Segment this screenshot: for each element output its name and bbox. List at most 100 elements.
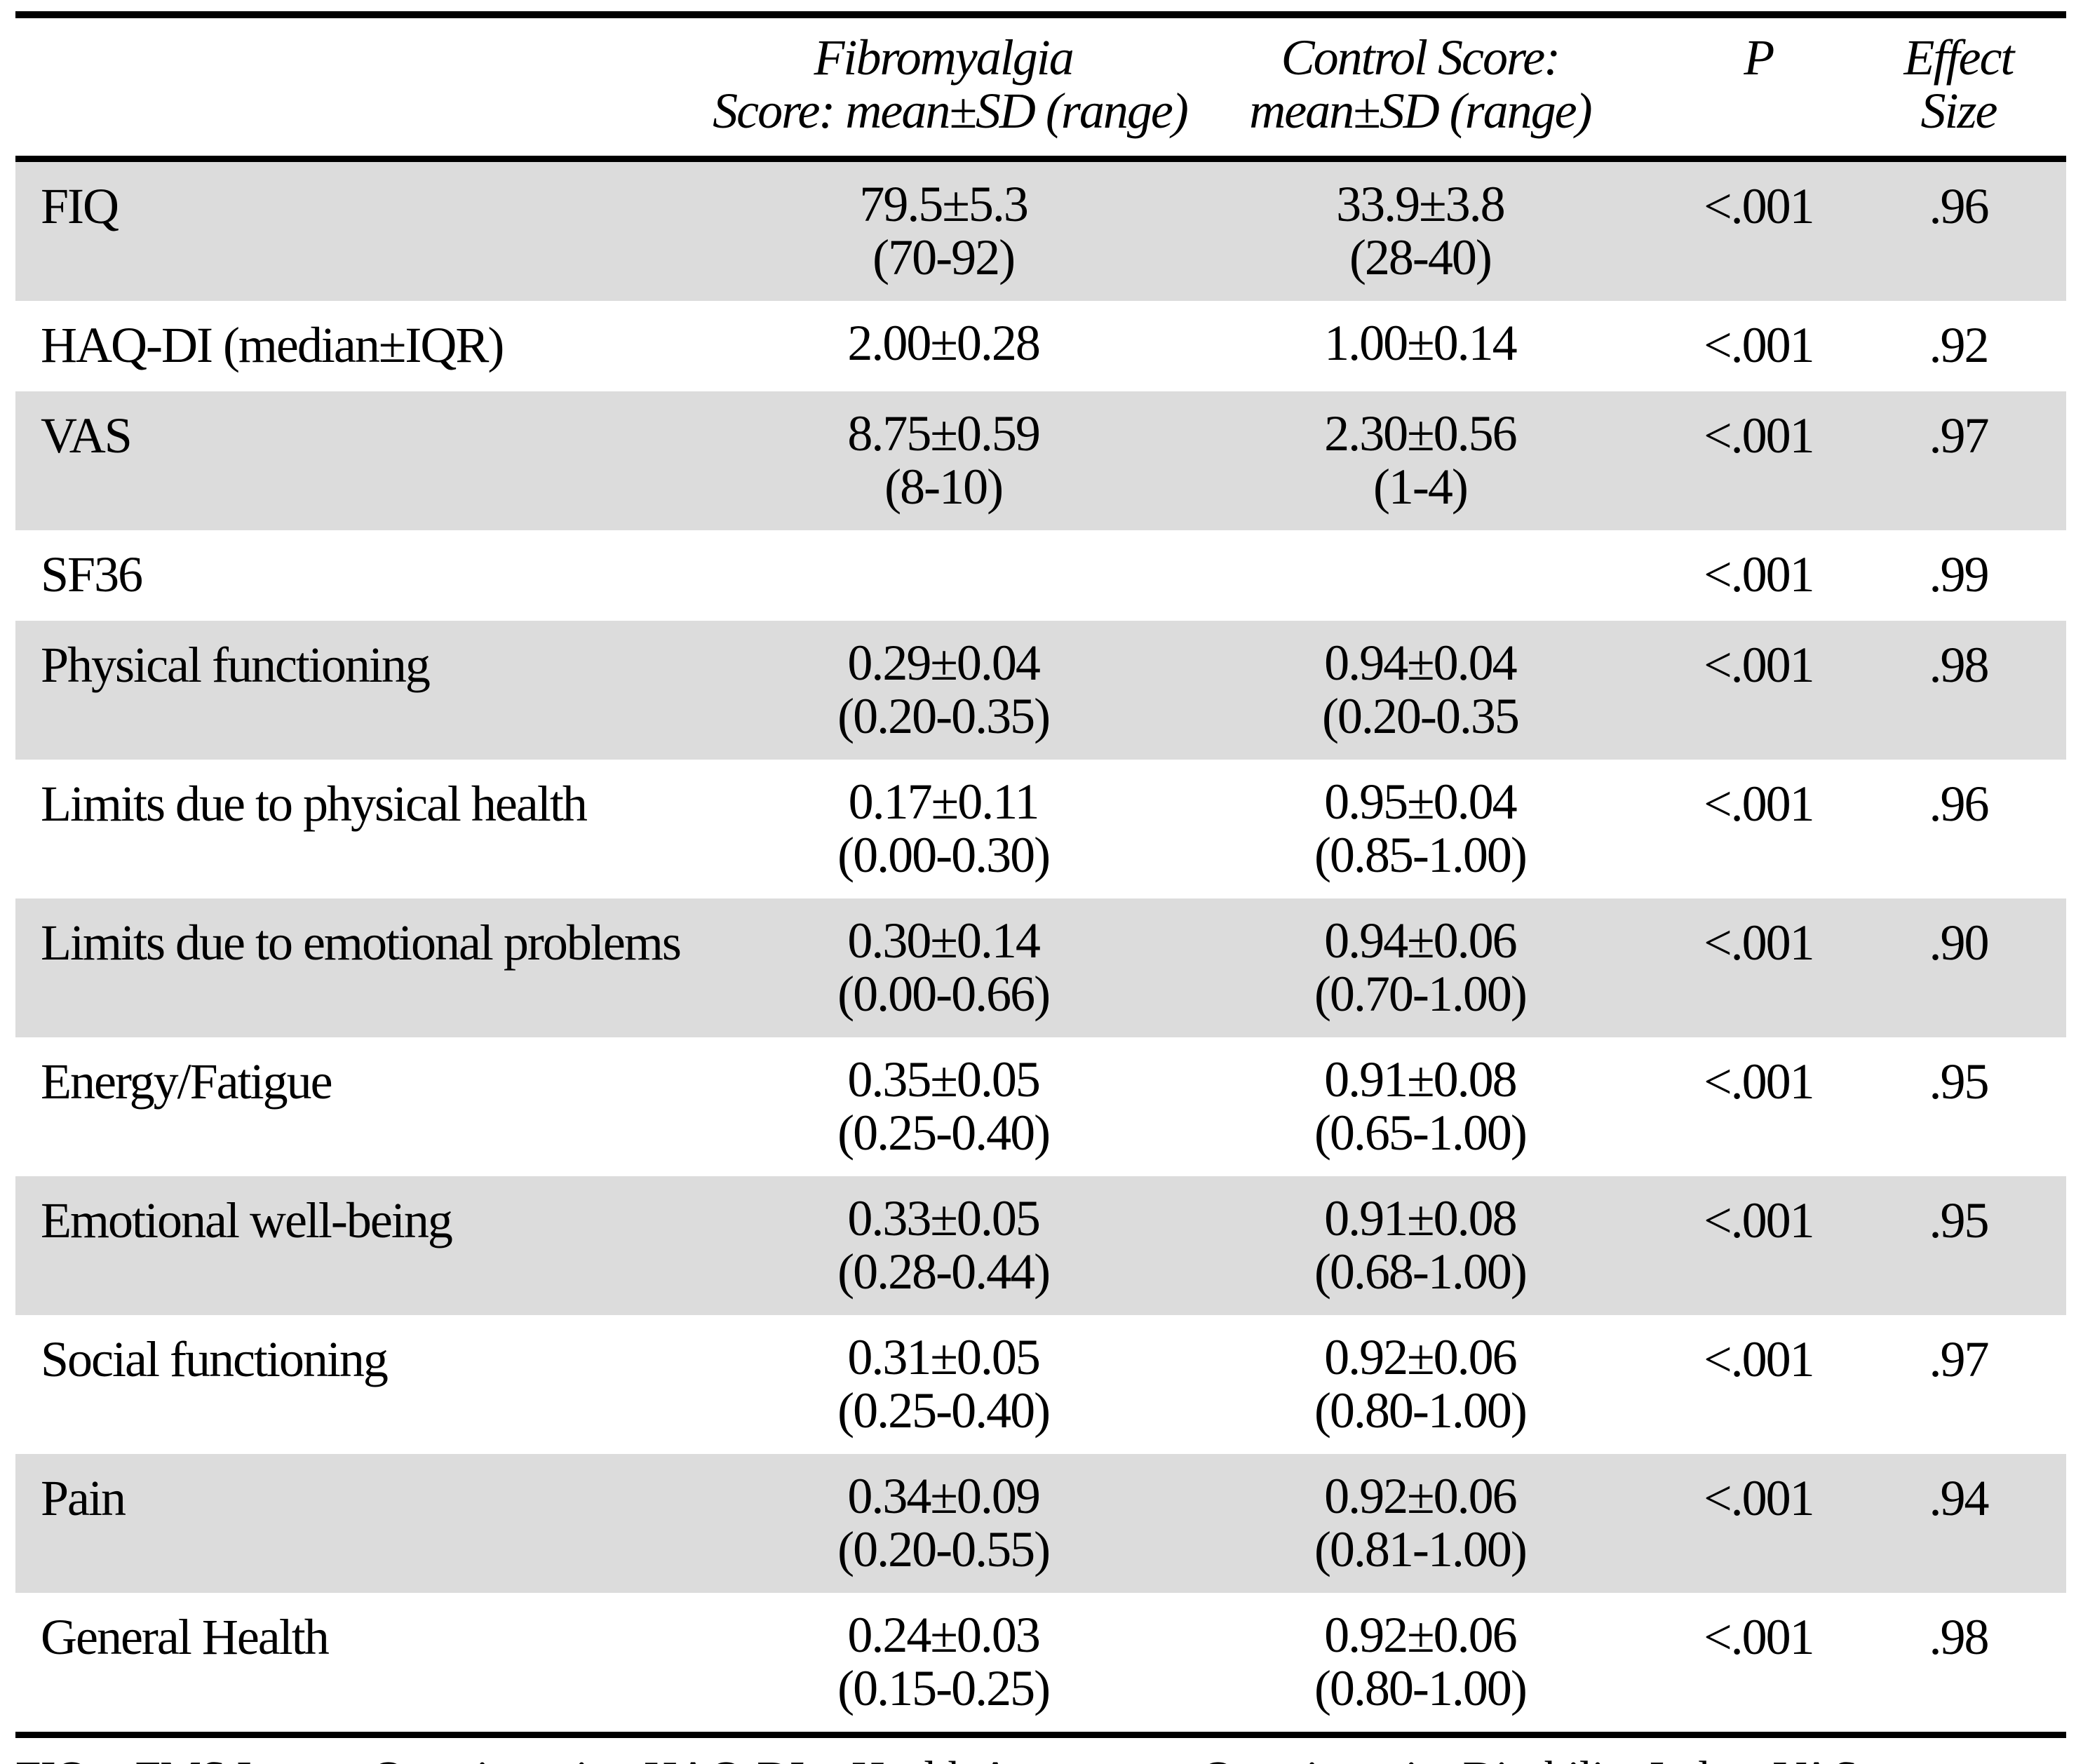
- p-value-cell: <.001: [1704, 408, 1815, 464]
- fibromyalgia-mean-sd: 0.24±0.03: [847, 1607, 1041, 1663]
- row-label: SF36: [41, 546, 143, 602]
- table-row: Emotional well-being 0.33±0.05 (0.28-0.4…: [15, 1176, 2066, 1315]
- effect-size-cell: .94: [1929, 1470, 1989, 1526]
- control-score-cell: 0.94±0.04 (0.20-0.35: [1174, 621, 1666, 760]
- header-fibromyalgia-score: Fibromyalgia Score: mean±SD (range): [713, 15, 1189, 162]
- header-fibromyalgia-line2: Score: mean±SD (range): [713, 83, 1189, 139]
- control-mean-sd: 1.00±0.14: [1324, 315, 1518, 371]
- effect-size-cell: .90: [1929, 915, 1989, 971]
- control-score-cell: 0.94±0.06 (0.70-1.00): [1174, 898, 1666, 1037]
- control-score-cell: 0.91±0.08 (0.68-1.00): [1174, 1176, 1666, 1315]
- control-range: (0.80-1.00): [1314, 1382, 1528, 1439]
- header-p-value: P: [1666, 15, 1851, 162]
- control-score-cell: 33.9±3.8 (28-40): [1174, 159, 1666, 302]
- effect-size-cell: .92: [1929, 317, 1989, 373]
- table-row: Energy/Fatigue 0.35±0.05 (0.25-0.40) 0.9…: [15, 1037, 2066, 1176]
- row-label: Social functioning: [41, 1331, 389, 1387]
- control-score-cell: 0.92±0.06 (0.81-1.00): [1174, 1454, 1666, 1593]
- p-value-cell: <.001: [1704, 317, 1815, 373]
- fibromyalgia-score-cell: [713, 530, 1174, 621]
- control-range: (0.81-1.00): [1314, 1521, 1528, 1577]
- fibromyalgia-score-cell: 0.17±0.11 (0.00-0.30): [713, 760, 1174, 898]
- effect-size-cell: .98: [1929, 1609, 1989, 1665]
- table-footnote: FIQ = FMS Impact Questionnaire, HAQ-DI =…: [15, 1748, 1993, 1764]
- p-value-cell: <.001: [1704, 1331, 1815, 1387]
- row-label: Physical functioning: [41, 637, 431, 693]
- p-value-cell: <.001: [1704, 178, 1815, 234]
- fibromyalgia-mean-sd: 0.33±0.05: [847, 1190, 1041, 1246]
- fibromyalgia-range: (0.20-0.55): [837, 1521, 1051, 1577]
- control-mean-sd: 33.9±3.8: [1336, 176, 1506, 232]
- results-table: Fibromyalgia Score: mean±SD (range) Cont…: [15, 11, 2066, 1738]
- table-row: Limits due to emotional problems 0.30±0.…: [15, 898, 2066, 1037]
- control-mean-sd: 0.91±0.08: [1324, 1051, 1518, 1107]
- results-table-wrap: Fibromyalgia Score: mean±SD (range) Cont…: [15, 11, 2066, 1738]
- table-row: General Health 0.24±0.03 (0.15-0.25) 0.9…: [15, 1593, 2066, 1735]
- control-mean-sd: 0.91±0.08: [1324, 1190, 1518, 1246]
- effect-size-cell: .96: [1929, 776, 1989, 832]
- p-value-cell: <.001: [1704, 1053, 1815, 1110]
- fibromyalgia-score-cell: 0.31±0.05 (0.25-0.40): [713, 1315, 1174, 1454]
- table-row: Physical functioning 0.29±0.04 (0.20-0.3…: [15, 621, 2066, 760]
- fibromyalgia-range: (0.25-0.40): [837, 1382, 1051, 1439]
- table-row: SF36 <.001 .99: [15, 530, 2066, 621]
- fibromyalgia-mean-sd: 0.35±0.05: [847, 1051, 1041, 1107]
- row-label: Energy/Fatigue: [41, 1053, 333, 1110]
- control-mean-sd: 0.92±0.06: [1324, 1468, 1518, 1524]
- fibromyalgia-score-cell: 0.29±0.04 (0.20-0.35): [713, 621, 1174, 760]
- table-header: Fibromyalgia Score: mean±SD (range) Cont…: [15, 15, 2066, 162]
- fibromyalgia-range: (0.00-0.30): [837, 827, 1051, 883]
- fibromyalgia-mean-sd: 0.31±0.05: [847, 1329, 1041, 1385]
- row-label: FIQ: [41, 178, 119, 234]
- header-control-line1: Control Score:: [1281, 29, 1561, 86]
- fibromyalgia-range: (0.00-0.66): [837, 966, 1051, 1022]
- fibromyalgia-range: (0.28-0.44): [837, 1244, 1051, 1300]
- control-score-cell: 2.30±0.56 (1-4): [1174, 391, 1666, 530]
- row-label: VAS: [41, 408, 133, 464]
- p-value-cell: <.001: [1704, 1470, 1815, 1526]
- control-score-cell: 0.92±0.06 (0.80-1.00): [1174, 1315, 1666, 1454]
- p-value-cell: <.001: [1704, 637, 1815, 693]
- p-value-cell: <.001: [1704, 776, 1815, 832]
- fibromyalgia-range: (0.20-0.35): [837, 688, 1051, 744]
- control-score-cell: 0.91±0.08 (0.65-1.00): [1174, 1037, 1666, 1176]
- fibromyalgia-range: (0.15-0.25): [837, 1660, 1051, 1716]
- control-range: (0.20-0.35: [1321, 688, 1520, 744]
- p-value-cell: <.001: [1704, 915, 1815, 971]
- table-row: FIQ 79.5±5.3 (70-92) 33.9±3.8 (28-40) <.…: [15, 159, 2066, 302]
- fibromyalgia-range: (70-92): [872, 229, 1016, 285]
- fibromyalgia-mean-sd: 0.30±0.14: [847, 913, 1041, 969]
- fibromyalgia-mean-sd: 0.29±0.04: [847, 635, 1041, 691]
- control-score-cell: 0.92±0.06 (0.80-1.00): [1174, 1593, 1666, 1735]
- control-mean-sd: 0.92±0.06: [1324, 1607, 1518, 1663]
- p-value-cell: <.001: [1704, 1192, 1815, 1248]
- control-range: (1-4): [1373, 459, 1469, 515]
- p-value-cell: <.001: [1704, 546, 1815, 602]
- header-p-label: P: [1744, 29, 1774, 86]
- fibromyalgia-mean-sd: 0.34±0.09: [847, 1468, 1041, 1524]
- fibromyalgia-mean-sd: 2.00±0.28: [847, 315, 1041, 371]
- control-score-cell: [1174, 530, 1666, 621]
- header-effect-size: Effect Size: [1850, 15, 2066, 162]
- table-row: VAS 8.75±0.59 (8-10) 2.30±0.56 (1-4) <.0…: [15, 391, 2066, 530]
- fibromyalgia-score-cell: 79.5±5.3 (70-92): [713, 159, 1174, 302]
- header-control-line2: mean±SD (range): [1249, 83, 1592, 139]
- control-mean-sd: 0.94±0.06: [1324, 913, 1518, 969]
- control-mean-sd: 0.95±0.04: [1324, 774, 1518, 830]
- control-range: (0.70-1.00): [1314, 966, 1528, 1022]
- header-effect-line2: Size: [1920, 83, 1997, 139]
- fibromyalgia-score-cell: 0.30±0.14 (0.00-0.66): [713, 898, 1174, 1037]
- table-body: FIQ 79.5±5.3 (70-92) 33.9±3.8 (28-40) <.…: [15, 159, 2066, 1735]
- header-control-score: Control Score: mean±SD (range): [1174, 15, 1666, 162]
- fibromyalgia-mean-sd: 79.5±5.3: [859, 176, 1029, 232]
- control-range: (28-40): [1349, 229, 1492, 285]
- effect-size-cell: .95: [1929, 1053, 1989, 1110]
- fibromyalgia-mean-sd: 8.75±0.59: [847, 405, 1041, 462]
- table-row: Social functioning 0.31±0.05 (0.25-0.40)…: [15, 1315, 2066, 1454]
- row-label: General Health: [41, 1609, 330, 1665]
- effect-size-cell: .97: [1929, 1331, 1989, 1387]
- table-row: Pain 0.34±0.09 (0.20-0.55) 0.92±0.06 (0.…: [15, 1454, 2066, 1593]
- fibromyalgia-score-cell: 0.33±0.05 (0.28-0.44): [713, 1176, 1174, 1315]
- p-value-cell: <.001: [1704, 1609, 1815, 1665]
